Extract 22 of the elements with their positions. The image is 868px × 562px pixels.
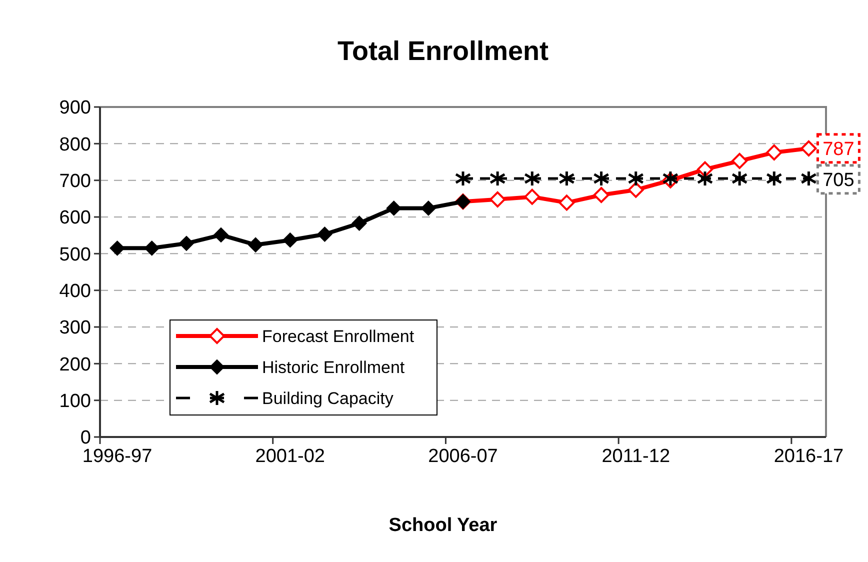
data-label: 705 <box>822 170 854 192</box>
x-tick-label: 2016-17 <box>774 446 844 467</box>
y-tick-label: 600 <box>59 208 91 229</box>
x-tick-label: 2001-02 <box>255 446 326 467</box>
y-tick-label: 500 <box>59 244 91 266</box>
y-tick-label: 800 <box>59 134 91 156</box>
y-tick-label: 300 <box>59 318 91 339</box>
chart-title: Total Enrollment <box>337 36 549 66</box>
x-tick-label: 2011-12 <box>602 446 670 467</box>
data-label: 787 <box>822 139 854 160</box>
y-tick-label: 400 <box>59 280 91 302</box>
legend-label: Building Capacity <box>262 388 394 408</box>
legend-label: Forecast Enrollment <box>262 326 414 346</box>
y-tick-label: 200 <box>59 354 91 376</box>
y-tick-label: 0 <box>80 428 91 449</box>
y-tick-label: 700 <box>59 170 91 192</box>
y-tick-label: 100 <box>59 390 91 412</box>
y-tick-label: 900 <box>59 98 91 119</box>
x-tick-label: 1996-97 <box>82 446 152 467</box>
legend-label: Historic Enrollment <box>262 358 405 377</box>
x-tick-label: 2006-07 <box>428 446 498 467</box>
x-axis-title: School Year <box>388 515 498 536</box>
